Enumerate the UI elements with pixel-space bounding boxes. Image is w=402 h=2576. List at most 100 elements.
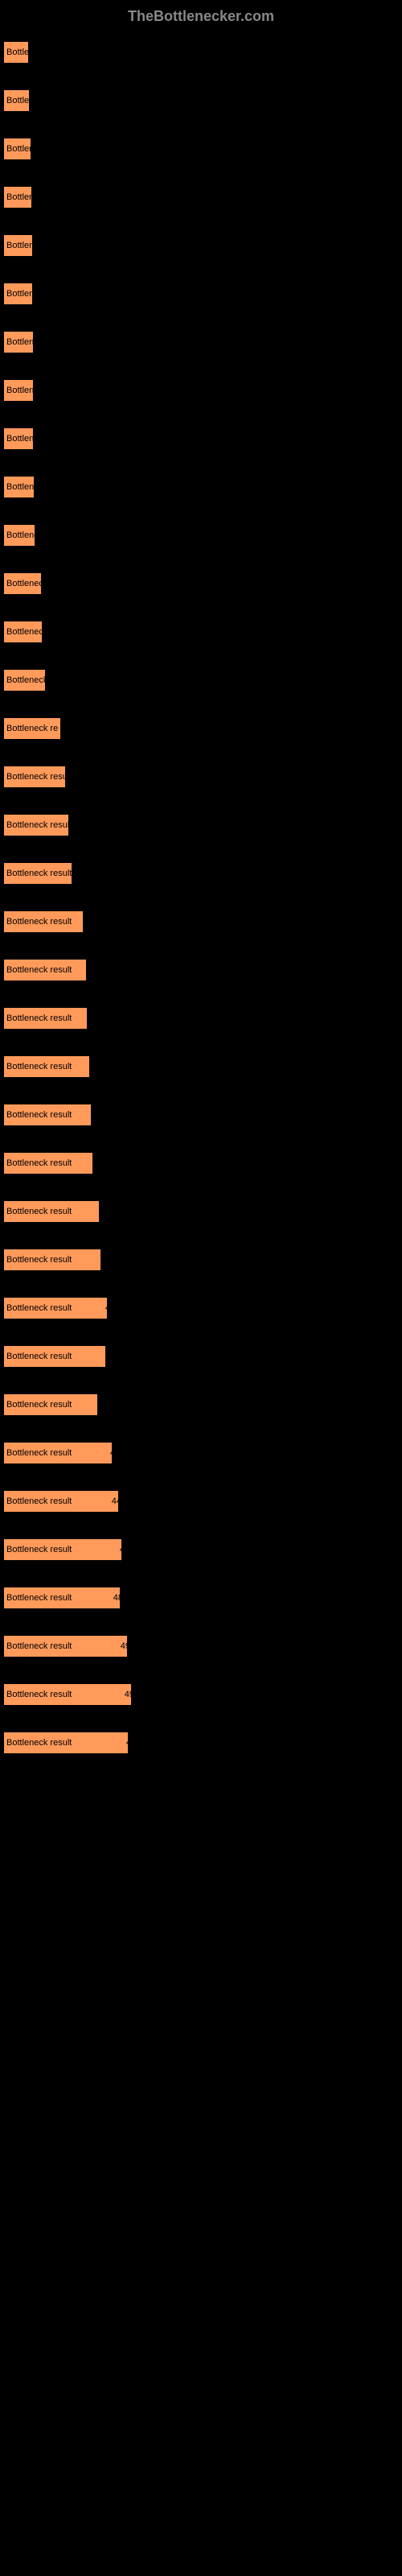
- bar-row: Bottleneck result: [3, 1200, 399, 1223]
- bar-label: Bottlen: [4, 96, 29, 105]
- bar-row: Bottleneck result: [3, 959, 399, 981]
- bar-value: 44: [112, 1496, 121, 1506]
- bar-row: Bottleneck result: [3, 1345, 399, 1368]
- bar-value: 49: [125, 1690, 134, 1699]
- bar-row: Bottlen: [3, 89, 399, 112]
- bar-row: Bottleneck result 4: [3, 1442, 399, 1464]
- bar: Bottleneck: [3, 572, 42, 595]
- bar-label: Bottleneck result: [4, 1303, 72, 1313]
- bar-row: Bottlene: [3, 138, 399, 160]
- bar: Bottleneck result: [3, 1055, 90, 1078]
- bar-row: Bottle: [3, 41, 399, 64]
- bar-label: Bottleneck result: [4, 772, 65, 782]
- bar: Bottlen: [3, 89, 30, 112]
- bar: Bottleneck: [3, 621, 43, 643]
- bar: Bottleneck result: [3, 1104, 92, 1126]
- bar: Bottleneck result49: [3, 1635, 128, 1657]
- bar: Bottlenec: [3, 283, 33, 305]
- bar-row: Bottlenec: [3, 524, 399, 547]
- bar: Bottleneck result: [3, 910, 84, 933]
- bar-label: Bottlenec: [4, 482, 34, 492]
- bar-row: Bottlenec: [3, 379, 399, 402]
- bar: Bottleneck result 4: [3, 1442, 113, 1464]
- bar: Bottleneck re: [3, 717, 61, 740]
- bar-row: Bottleneck: [3, 572, 399, 595]
- bar: Bottleneck: [3, 669, 46, 691]
- bar: Bottlene: [3, 138, 31, 160]
- bar-row: Bottleneck: [3, 621, 399, 643]
- bar-row: Bottleneck result 48: [3, 1587, 399, 1609]
- bar-label: Bottleneck result: [4, 1448, 72, 1458]
- bar-row: Bottleneck: [3, 669, 399, 691]
- bar-value: 4: [110, 1448, 115, 1458]
- bar-value: 4: [105, 1303, 110, 1313]
- bar-label: Bottleneck result: [4, 965, 72, 975]
- bar-label: Bottleneck: [4, 627, 42, 637]
- bar-value: 4: [126, 1738, 131, 1748]
- bar-label: Bottleneck result: [4, 1593, 72, 1603]
- bar: Bottleneck result: [3, 1007, 88, 1030]
- bar: Bottle: [3, 41, 29, 64]
- bar-row: Bottlenec: [3, 186, 399, 208]
- bar-row: Bottlenec: [3, 283, 399, 305]
- bar-row: Bottleneck result4: [3, 1538, 399, 1561]
- bar-label: Bottleneck result: [4, 1158, 72, 1168]
- bar-row: Bottleneck result: [3, 1007, 399, 1030]
- bar-label: Bottleneck result: [4, 1207, 72, 1216]
- bar: Bottleneck result4: [3, 1538, 122, 1561]
- bar-label: Bottleneck result: [4, 1255, 72, 1265]
- bar-row: Bottleneck result: [3, 1249, 399, 1271]
- bar-row: Bottleneck result: [3, 862, 399, 885]
- bottleneck-chart: Bottle Bottlen Bottlene Bottlenec Bottlenec B…: [0, 41, 402, 1754]
- bar: Bottleneck result: [3, 1393, 98, 1416]
- bar-label: Bottleneck result: [4, 1738, 72, 1748]
- bar: Bottleneck result: [3, 959, 87, 981]
- bar-value: 4: [120, 1545, 125, 1554]
- bar-value: 48: [113, 1593, 123, 1603]
- bar-label: Bottleneck result: [4, 917, 72, 927]
- bar-row: Bottleneck re: [3, 717, 399, 740]
- site-title: TheBottlenecker.com: [0, 0, 402, 41]
- bar-label: Bottlenec: [4, 289, 32, 299]
- bar: Bottleneck result: [3, 862, 72, 885]
- bar-label: Bottleneck result: [4, 1400, 72, 1410]
- bar-row: Bottleneck result: [3, 1152, 399, 1174]
- bar-label: Bottlenec: [4, 337, 33, 347]
- bar-row: Bottlenec: [3, 476, 399, 498]
- bar-label: Bottleneck result: [4, 1496, 72, 1506]
- bar-label: Bottlene: [4, 144, 31, 154]
- bar-row: Bottleneck result: [3, 1393, 399, 1416]
- bar-row: Bottleneck result: [3, 1104, 399, 1126]
- bar: Bottlenec: [3, 331, 34, 353]
- bar-row: Bottlenec: [3, 427, 399, 450]
- bar-row: Bottleneck result 4: [3, 1297, 399, 1319]
- bar: Bottleneck result 4: [3, 1297, 108, 1319]
- bar-row: Bottleneck result 44: [3, 1490, 399, 1513]
- bar-label: Bottleneck result: [4, 1013, 72, 1023]
- bar-value: 49: [121, 1641, 130, 1651]
- bar-label: Bottleneck re: [4, 724, 58, 733]
- bar: Bottleneck result: [3, 814, 69, 836]
- bar: Bottlenec: [3, 427, 34, 450]
- bar-row: Bottleneck result: [3, 910, 399, 933]
- bar-row: Bottlenec: [3, 234, 399, 257]
- bar-label: Bottle: [4, 47, 28, 57]
- bar: Bottlenec: [3, 476, 35, 498]
- bar-row: Bottleneck result: [3, 814, 399, 836]
- bar: Bottlenec: [3, 524, 35, 547]
- bar-label: Bottleneck: [4, 579, 41, 588]
- bar-label: Bottlenec: [4, 530, 35, 540]
- bar-row: Bottleneck result 4: [3, 1732, 399, 1754]
- bar-label: Bottleneck result: [4, 1110, 72, 1120]
- bar: Bottlenec: [3, 379, 34, 402]
- bar: Bottleneck result: [3, 766, 66, 788]
- bar: Bottleneck result49: [3, 1683, 132, 1706]
- bar: Bottlenec: [3, 234, 33, 257]
- bar: Bottleneck result 4: [3, 1732, 129, 1754]
- bar-row: Bottleneck result: [3, 766, 399, 788]
- bar-row: Bottleneck result49: [3, 1683, 399, 1706]
- bar-label: Bottlenec: [4, 386, 33, 395]
- bar: Bottleneck result 44: [3, 1490, 119, 1513]
- bar: Bottleneck result 48: [3, 1587, 121, 1609]
- bar: Bottleneck result: [3, 1152, 93, 1174]
